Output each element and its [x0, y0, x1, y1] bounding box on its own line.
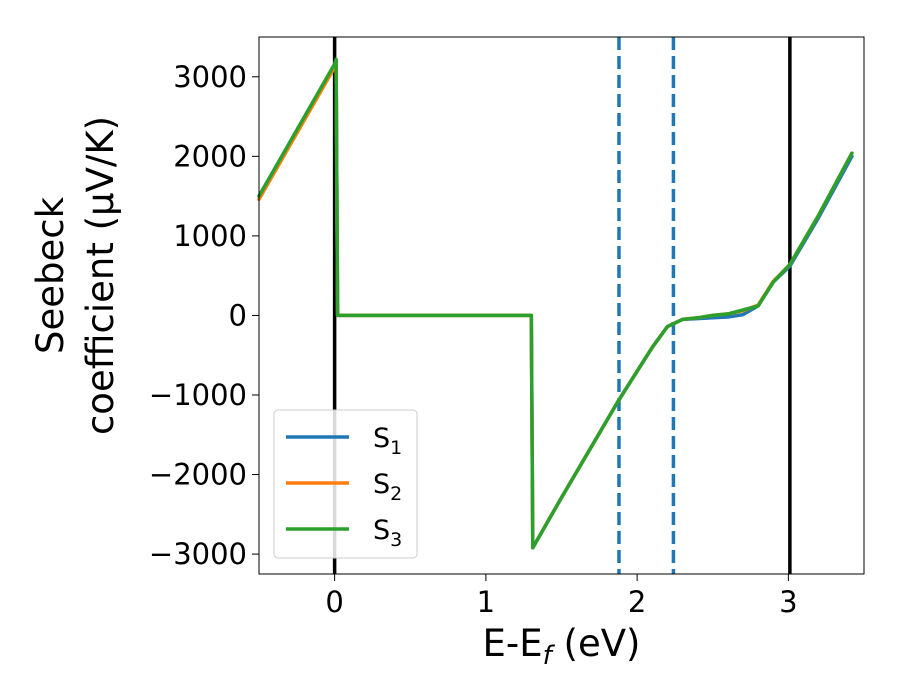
series-line-s3	[257, 57, 854, 550]
legend-label-s2: S2	[373, 469, 402, 505]
y-axis-label: Seebeck coefficient (μV/K)	[29, 116, 122, 435]
plot-frame	[258, 36, 865, 575]
y-tick-label: 2000	[173, 139, 247, 173]
legend-label-s3: S3	[373, 515, 402, 551]
y-tick-label: 3000	[173, 60, 247, 94]
legend: S1 S2 S3	[273, 409, 418, 559]
x-axis-label-unit: (eV)	[552, 622, 641, 665]
y-tick-label: −3000	[149, 537, 247, 571]
x-tick-label: 1	[477, 585, 495, 619]
x-axis-label: E-Ef (eV)	[483, 622, 641, 671]
x-axis-label-main: E-E	[483, 622, 543, 665]
x-tick-label: 3	[779, 585, 797, 619]
y-tick-label: 0	[229, 298, 247, 332]
x-tick-label: 0	[325, 585, 343, 619]
y-tick-label: 1000	[173, 219, 247, 253]
y-tick-label: −2000	[149, 458, 247, 492]
series-lines	[257, 57, 854, 550]
y-tick-label: −1000	[149, 378, 247, 412]
legend-label-s1: S1	[373, 423, 402, 459]
y-axis-ticks: −3000 −2000 −1000 0 1000 2000 3000	[149, 60, 259, 571]
x-tick-label: 2	[628, 585, 646, 619]
y-axis-label-line1: Seebeck	[29, 196, 72, 354]
x-axis-ticks: 0 1 2 3	[325, 574, 798, 619]
y-axis-label-line2: coefficient (μV/K)	[79, 116, 122, 435]
